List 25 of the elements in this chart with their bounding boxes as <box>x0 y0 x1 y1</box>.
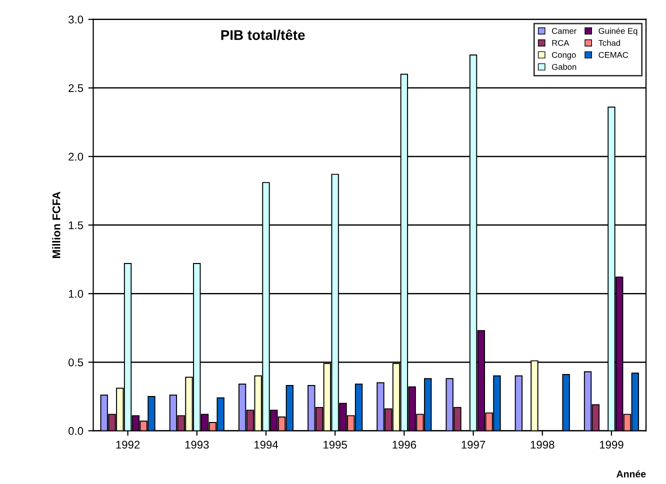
y-tick-label: 1.0 <box>68 290 84 298</box>
x-tick-label: 1996 <box>392 440 416 449</box>
legend-label: Tchad <box>598 40 620 46</box>
x-tick-label: 1995 <box>324 440 347 449</box>
x-tick-label: 1993 <box>185 440 209 449</box>
y-tick-label: 3.0 <box>68 16 84 24</box>
x-tick-label: 1992 <box>116 440 140 449</box>
x-tick-label: 1994 <box>254 440 278 449</box>
x-tick-label: 1997 <box>462 440 486 449</box>
y-tick-label: 0.5 <box>68 358 84 366</box>
y-tick-label: 2.0 <box>68 152 84 161</box>
x-axis-title: Année <box>616 470 646 478</box>
legend-label: Gabon <box>552 64 576 70</box>
legend-label: CEMAC <box>598 52 628 58</box>
y-tick-label: 2.5 <box>68 84 84 92</box>
y-axis-title: Million FCFA <box>52 192 60 258</box>
legend-label: Congo <box>552 52 576 60</box>
legend-label: Guinée Eq <box>598 28 638 36</box>
legend-label: Camer <box>552 28 576 34</box>
y-tick-label: 1.5 <box>68 221 84 230</box>
x-tick-label: 1998 <box>530 440 554 449</box>
text: PIB total/tête <box>221 29 305 40</box>
y-tick-label: 0.0 <box>68 427 84 435</box>
legend-label: RCA <box>552 40 570 46</box>
x-tick-label: 1999 <box>600 440 624 449</box>
